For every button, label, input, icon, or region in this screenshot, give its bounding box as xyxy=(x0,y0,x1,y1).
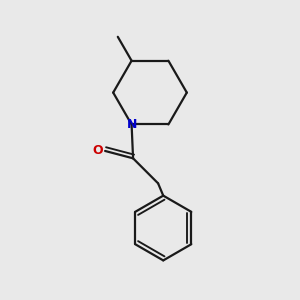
Text: O: O xyxy=(92,145,103,158)
Text: N: N xyxy=(126,118,137,131)
